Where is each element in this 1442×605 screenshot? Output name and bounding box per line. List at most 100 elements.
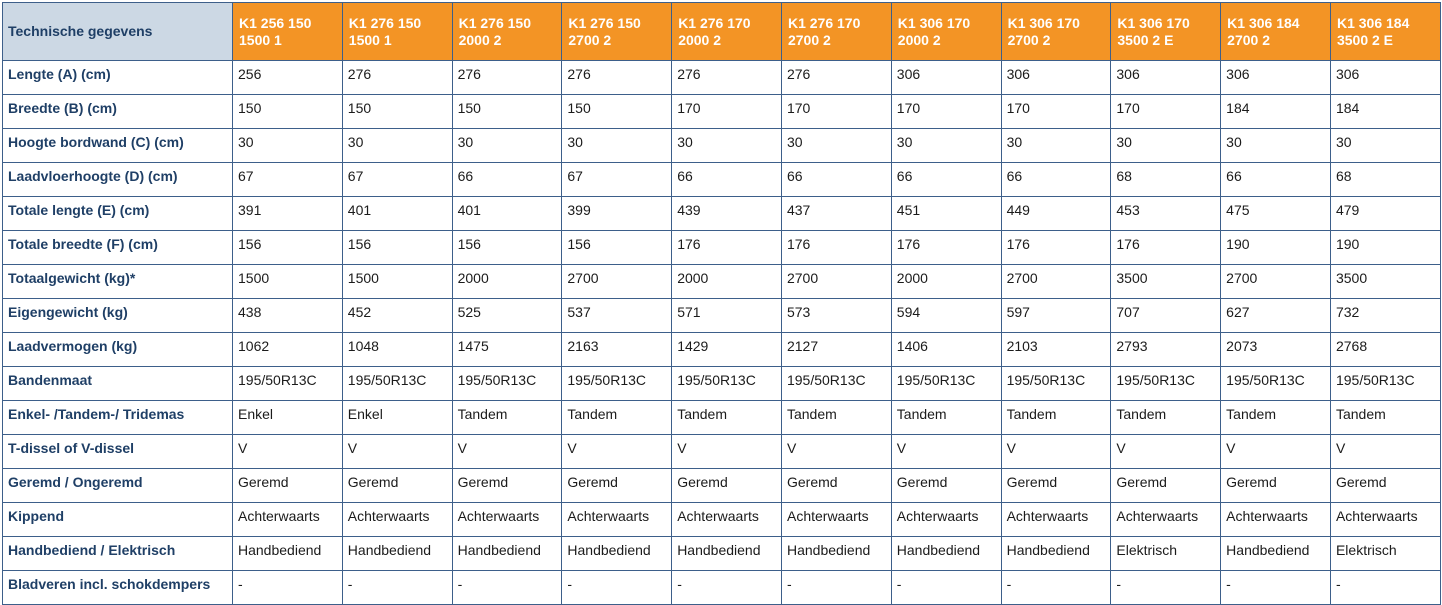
table-cell: - [1220, 570, 1331, 605]
table-cell: 1500 [232, 264, 343, 299]
table-cell: - [780, 570, 892, 605]
table-cell: 66 [780, 162, 892, 197]
table-cell: Tandem [780, 400, 892, 435]
table-row: Lengte (A) (cm) 256 276 276 276 276 276 306 306 3… [2, 60, 1441, 95]
table-cell: 68 [1329, 162, 1441, 197]
table-cell: Geremd [890, 468, 1002, 503]
table-cell: 525 [451, 298, 563, 333]
table-cell: 195/50R13C [780, 366, 892, 401]
table-cell: 30 [561, 128, 673, 163]
table-cell: Handbediend [232, 536, 343, 571]
table-cell: 276 [780, 60, 892, 95]
table-cell: - [1110, 570, 1222, 605]
table-cell: 67 [561, 162, 673, 197]
table-cell: 571 [671, 298, 782, 333]
table-cell: 475 [1220, 196, 1331, 231]
table-cell: Handbediend [341, 536, 453, 571]
table-cell: 1406 [890, 332, 1002, 367]
table-cell: 2000 [890, 264, 1002, 299]
table-cell: Tandem [561, 400, 673, 435]
table-row: Totale lengte (E) (cm) 391 401 401 399 439 437… [2, 196, 1441, 231]
table-cell: V [1000, 434, 1112, 469]
table-cell: 276 [451, 60, 563, 95]
model-variant: 2700 2 [568, 31, 612, 48]
table-cell: 276 [671, 60, 782, 95]
model-code: K1 306 170 [897, 14, 971, 31]
table-cell: Achterwaarts [1110, 502, 1222, 537]
row-label: Geremd / Ongeremd [2, 468, 233, 503]
model-code: K1 306 184 [1227, 14, 1300, 31]
table-cell: 439 [671, 196, 782, 231]
table-cell: 594 [890, 298, 1002, 333]
table-cell: 66 [890, 162, 1002, 197]
table-cell: Handbediend [780, 536, 892, 571]
table-cell: 1062 [232, 332, 343, 367]
table-cell: V [232, 434, 343, 469]
table-cell: Geremd [1220, 468, 1331, 503]
table-cell: 195/50R13C [561, 366, 673, 401]
table-cell: V [671, 434, 782, 469]
table-cell: 707 [1110, 298, 1222, 333]
table-cell: 66 [1220, 162, 1331, 197]
table-cell: V [1329, 434, 1441, 469]
table-cell: Geremd [671, 468, 782, 503]
table-row: Geremd / Ongeremd Geremd Geremd Geremd Gerem… [2, 468, 1441, 503]
model-code: K1 276 170 [678, 14, 751, 31]
table-cell: 170 [1110, 94, 1222, 129]
model-variant: 1500 1 [348, 31, 392, 48]
table-cell: Achterwaarts [671, 502, 782, 537]
table-cell: 156 [232, 230, 343, 265]
table-cell: Geremd [1110, 468, 1222, 503]
table-cell: Handbediend [561, 536, 673, 571]
table-cell: 190 [1220, 230, 1331, 265]
table-cell: 30 [1329, 128, 1441, 163]
model-code: K1 306 184 [1336, 14, 1410, 31]
table-cell: 30 [341, 128, 453, 163]
table-cell: 195/50R13C [1110, 366, 1222, 401]
model-variant: 3500 2 E [1117, 31, 1174, 48]
table-cell: 453 [1110, 196, 1222, 231]
table-cell: Achterwaarts [890, 502, 1002, 537]
table-cell: 67 [232, 162, 343, 197]
table-cell: 391 [232, 196, 343, 231]
row-label: Totale breedte (F) (cm) [2, 230, 233, 265]
table-row: Laadvloerhoogte (D) (cm) 67 67 66 67 66 66 66 66… [2, 162, 1441, 197]
column-header-model: K1 276 150 1500 1 [341, 2, 453, 61]
table-cell: 256 [232, 60, 343, 95]
column-header-model: K1 276 150 2000 2 [451, 2, 563, 61]
table-cell: Achterwaarts [1000, 502, 1112, 537]
table-cell: 190 [1329, 230, 1441, 265]
table-cell: 2000 [671, 264, 782, 299]
table-row: Hoogte bordwand (C) (cm) 30 30 30 30 30 30 30 30… [2, 128, 1441, 163]
table-cell: 150 [561, 94, 673, 129]
table-cell: 452 [341, 298, 453, 333]
table-cell: 2700 [780, 264, 892, 299]
table-cell: 306 [890, 60, 1002, 95]
table-cell: - [451, 570, 563, 605]
table-cell: 156 [561, 230, 673, 265]
table-cell: 1500 [341, 264, 453, 299]
table-cell: V [1220, 434, 1331, 469]
model-variant: 2000 2 [897, 31, 941, 48]
table-cell: 170 [890, 94, 1002, 129]
row-label: Hoogte bordwand (C) (cm) [2, 128, 233, 163]
table-cell: 66 [451, 162, 563, 197]
table-row: Handbediend / Elektrisch Handbediend Handb… [2, 536, 1441, 571]
table-cell: 401 [341, 196, 453, 231]
table-cell: - [232, 570, 343, 605]
row-label: T-dissel of V-dissel [2, 434, 233, 469]
table-cell: 479 [1329, 196, 1441, 231]
table-cell: 2163 [561, 332, 673, 367]
row-label: Totaalgewicht (kg)* [2, 264, 233, 299]
table-cell: 195/50R13C [890, 366, 1002, 401]
table-corner-label: Technische gegevens [2, 2, 233, 61]
table-cell: 401 [451, 196, 563, 231]
table-cell: 195/50R13C [1220, 366, 1331, 401]
table-cell: 150 [341, 94, 453, 129]
table-cell: 176 [1110, 230, 1222, 265]
table-cell: 67 [341, 162, 453, 197]
table-cell: 195/50R13C [1000, 366, 1112, 401]
table-cell: - [671, 570, 782, 605]
row-label: Laadvloerhoogte (D) (cm) [2, 162, 233, 197]
